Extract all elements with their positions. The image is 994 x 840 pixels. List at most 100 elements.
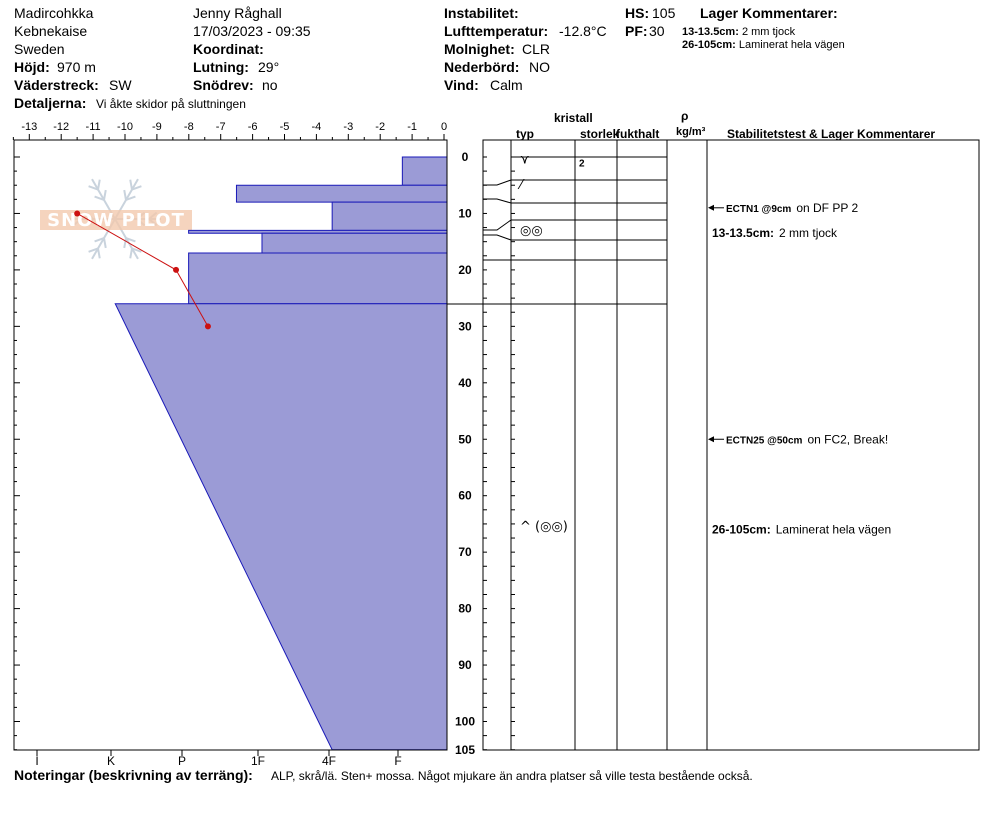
depth-label: 70 [458,545,472,559]
stability-test-code: ECTN1 @9cm [726,204,791,215]
logo-branch [94,195,105,201]
logo-branch [125,237,136,243]
depth-label: 20 [458,263,472,277]
air-temp-label: Lufttemperatur: [444,23,549,39]
temp-label: -13 [21,121,37,133]
hs-value: 105 [652,5,676,21]
hardness-layer-5 [261,232,448,254]
hardness-layer-2 [235,184,448,203]
col-density-unit: kg/m³ [676,126,706,138]
slope-value: 29° [258,59,280,75]
temperature-point [173,266,180,273]
col-kristall: kristall [554,111,593,125]
details-value: Vi åkte skidor på sluttningen [96,97,246,111]
temperature-point [74,210,81,217]
stability-test-code: 26-105cm: [712,523,771,537]
pf-value: 30 [649,23,665,39]
col-storlek: storlek [580,127,620,141]
notes-value: ALP, skrå/lä. Sten+ mossa. Något mjukare… [271,769,753,783]
stability-test: ECTN1 @9cm on DF PP 2 [726,201,858,215]
temp-label: -7 [216,121,226,133]
temp-label: -5 [280,121,290,133]
aspect-label: Väderstreck: [14,77,99,93]
logo-branch [131,247,142,253]
slope-label: Lutning: [193,59,249,75]
crystal-type-symbol: ⁄ [517,178,525,193]
temp-label: -1 [407,121,417,133]
location-name: Madircohkka [14,5,94,21]
logo-branch [103,189,107,201]
hardness-label: K [107,754,115,768]
depth-label: 105 [455,743,475,757]
coordinate-label: Koordinat: [193,41,264,57]
logo-branch [103,237,107,249]
temp-label: -10 [117,121,133,133]
temp-label: -3 [343,121,353,133]
wind-label: Vind: [444,77,479,93]
details-label: Detaljerna: [14,95,87,111]
depth-label: 60 [458,489,472,503]
layer-comment-2-range: 26-105cm: [682,39,736,51]
col-stability-title: Stabilitetstest & Lager Kommentarer [727,127,936,141]
depth-label: 50 [458,432,472,446]
logo-branch [94,237,105,243]
crystal-frame [482,139,980,751]
hardness-layer-7 [114,303,448,751]
logo-branch [123,237,127,249]
temp-label: -12 [53,121,69,133]
logo-branch [88,185,99,191]
col-typ: typ [516,127,534,141]
elevation-label: Höjd: [14,59,50,75]
logo-branch [97,179,101,190]
stability-test-text: on DF PP 2 [796,201,858,215]
layer-comment-2-text: Laminerat hela vägen [738,39,845,51]
depth-label: 80 [458,602,472,616]
col-fukthalt: fukthalt [616,127,660,141]
snowdrift-value: no [262,77,278,93]
stability-test: 26-105cm: Laminerat hela vägen [712,523,891,537]
depth-label: 40 [458,376,472,390]
temp-label: -8 [184,121,194,133]
depth-label: 90 [458,658,472,672]
temperature-point [204,323,211,330]
crystal-type-symbol: ^ (◎◎) [520,520,568,535]
layer-comment-1-text: 2 mm tjock [741,26,796,38]
temp-label: -6 [248,121,258,133]
hs-label: HS: [625,5,650,21]
elevation-value: 970 m [57,59,96,75]
layer-comment-2: 26-105cm: Laminerat hela vägen [682,37,845,53]
snow-pilot-logo: SNOW PILOT [40,178,192,260]
logo-branch [129,248,133,259]
stability-test-text: Laminerat hela vägen [776,523,891,537]
stability-arrow-head [708,204,714,211]
hardness-label: 4F [322,754,336,768]
hardness-label: I [35,754,38,768]
country: Sweden [14,41,65,57]
col-rho: ρ [681,109,689,123]
logo-text: SNOW PILOT [47,210,185,231]
layer-comment-1-range: 13-13.5cm: [682,26,739,38]
crystal-type-symbol: ◎◎ [520,223,543,238]
logo-branch [131,185,142,191]
logo-branch [129,179,133,190]
cloud-label: Molnighet: [444,41,515,57]
layer-comments-title: Lager Kommentarer: [700,5,838,21]
precip-label: Nederbörd: [444,59,520,75]
notes-label: Noteringar (beskrivning av terräng): [14,767,253,783]
stability-arrow-head [708,436,714,443]
depth-label: 30 [458,319,472,333]
air-temp-value: -12.8°C [559,23,607,39]
aspect-value: SW [109,77,132,93]
logo-branch [97,248,101,259]
stability-test-text: on FC2, Break! [807,432,888,446]
depth-label: 10 [458,206,472,220]
profile-frame [13,139,448,751]
observation-datetime: 17/03/2023 - 09:35 [193,23,311,39]
mountain-range: Kebnekaise [14,23,88,39]
hardness-layer-1 [401,156,448,186]
layer-comment-1: 13-13.5cm: 2 mm tjock [682,24,795,40]
snowdrift-label: Snödrev: [193,77,254,93]
cloud-value: CLR [522,41,551,57]
crystal-size: 2 [579,158,585,169]
